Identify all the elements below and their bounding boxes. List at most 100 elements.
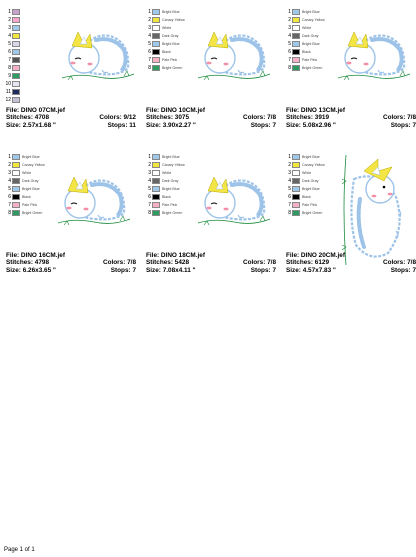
thread-number: 11	[5, 89, 11, 95]
colors-value: 7/8	[267, 114, 276, 122]
thread-number: 3	[8, 25, 11, 31]
thread-name: Black	[162, 195, 171, 199]
thread-color-swatch	[292, 33, 300, 39]
thread-number: 2	[8, 17, 11, 23]
thread-color-swatch	[292, 210, 300, 216]
thread-number: 2	[288, 17, 291, 23]
field-label: Colors:	[99, 114, 122, 122]
dino-embroidery-image	[334, 10, 414, 95]
thread-color-swatch	[292, 202, 300, 208]
file-value: DINO 07CM.jef	[20, 107, 65, 114]
design-card-5: 1 Bright Blue 2 Canary Yellow 3 White 4 Dark Gr…	[142, 149, 278, 299]
thread-number: 12	[5, 97, 11, 103]
field-label: Size:	[146, 121, 161, 129]
design-info: File: DINO 13CM.jef Stitches: 3919 Color…	[286, 107, 416, 129]
file-name: File: DINO 10CM.jef	[146, 107, 205, 114]
design-card-2: 1 Bright Blue 2 Canary Yellow 3 White 4 Dark Gr…	[142, 4, 278, 154]
field-label: Stitches:	[6, 259, 33, 267]
thread-name: Bright Blue	[302, 155, 320, 159]
stitches-value: 6129	[314, 259, 329, 267]
thread-number: 8	[148, 210, 151, 216]
design-size: Size: 7.08x4.11 "	[146, 267, 196, 274]
stop-count: Stops: 7	[391, 267, 416, 274]
stitch-count: Stitches: 4798	[6, 259, 49, 266]
design-thumbnail: 1 Bright Blue 2 Canary Yellow 3 White 4 Dark Gr…	[282, 4, 416, 86]
thread-number: 6	[288, 194, 291, 200]
thread-color-swatch	[12, 73, 20, 79]
stitch-count: Stitches: 6129	[286, 259, 329, 266]
thread-color-swatch	[152, 57, 160, 63]
thread-color-swatch	[12, 154, 20, 160]
design-info: File: DINO 10CM.jef Stitches: 3075 Color…	[146, 107, 276, 129]
field-label: Stops:	[250, 121, 271, 129]
colors-value: 7/8	[127, 259, 136, 267]
thread-number: 3	[8, 170, 11, 176]
thread-number: 7	[8, 202, 11, 208]
stop-count: Stops: 7	[391, 122, 416, 129]
thread-color-swatch	[12, 178, 20, 184]
thread-number: 6	[288, 49, 291, 55]
thread-number: 1	[8, 9, 11, 15]
stitch-count: Stitches: 4708	[6, 114, 49, 121]
thread-name: Pale Pink	[22, 203, 38, 207]
thread-color-swatch	[152, 202, 160, 208]
design-thumbnail: 1 2 3 4 5 6 7 8 9 10 11 12	[2, 4, 138, 103]
file-value: DINO 16CM.jef	[20, 252, 65, 259]
thread-name: Bright Blue	[302, 187, 320, 191]
thread-color-swatch	[292, 65, 300, 71]
size-value: 5.08x2.96 "	[302, 121, 336, 129]
dino-embroidery-image	[54, 155, 134, 240]
thread-color-swatch	[12, 89, 20, 95]
field-label: Stops:	[107, 121, 128, 129]
field-label: Colors:	[242, 259, 266, 267]
thread-color-swatch	[292, 25, 300, 31]
dino-embroidery-image	[194, 10, 274, 95]
size-value: 2.57x1.68 "	[22, 121, 56, 129]
field-label: Colors:	[242, 114, 266, 122]
page-footer: Page 1 of 1	[4, 547, 35, 553]
field-label: File:	[146, 107, 160, 114]
thread-name: Canary Yellow	[162, 163, 185, 167]
thread-name: Bright Green	[162, 66, 183, 70]
thread-name: Bright Green	[302, 66, 323, 70]
thread-color-swatch	[152, 65, 160, 71]
colors-value: 7/8	[407, 259, 416, 267]
stops-value: 7	[132, 266, 136, 274]
thread-name: Dark Gray	[22, 179, 39, 183]
thread-number: 7	[288, 57, 291, 63]
design-card-1: 1 2 3 4 5 6 7 8 9 10 11 12 File: DINO 07CM.jef Stit…	[2, 4, 138, 154]
thread-number: 3	[148, 170, 151, 176]
thread-color-swatch	[152, 154, 160, 160]
design-thumbnail: 1 Bright Blue 2 Canary Yellow 3 White 4 Dark Gr…	[142, 149, 278, 231]
color-count: Colors: 7/8	[243, 259, 276, 266]
thread-color-swatch	[152, 194, 160, 200]
thread-color-swatch	[292, 17, 300, 23]
thread-number: 10	[5, 81, 11, 87]
thread-color-swatch	[152, 170, 160, 176]
field-label: Size:	[146, 266, 161, 274]
stop-count: Stops: 11	[108, 122, 136, 129]
field-label: Size:	[286, 266, 301, 274]
thread-name: Dark Gray	[302, 34, 319, 38]
thread-color-swatch	[12, 81, 20, 87]
thread-number: 4	[8, 178, 11, 184]
field-label: Stops:	[390, 266, 411, 274]
color-count: Colors: 7/8	[243, 114, 276, 121]
thread-color-swatch	[12, 57, 20, 63]
stitches-value: 5428	[174, 259, 189, 267]
design-info: File: DINO 07CM.jef Stitches: 4708 Color…	[6, 107, 136, 129]
thread-number: 4	[8, 33, 11, 39]
thread-name: Pale Pink	[162, 203, 178, 207]
thread-color-swatch	[152, 178, 160, 184]
thread-name: Canary Yellow	[22, 163, 45, 167]
stops-value: 7	[272, 266, 276, 274]
thread-name: Bright Blue	[162, 42, 180, 46]
thread-color-swatch	[152, 210, 160, 216]
colors-value: 7/8	[267, 259, 276, 267]
thread-number: 5	[148, 186, 151, 192]
size-value: 3.90x2.27 "	[162, 121, 196, 129]
stops-value: 7	[412, 266, 416, 274]
design-info: File: DINO 20CM.jef Stitches: 6129 Color…	[286, 252, 416, 274]
thread-color-swatch	[152, 162, 160, 168]
thread-number: 3	[288, 170, 291, 176]
